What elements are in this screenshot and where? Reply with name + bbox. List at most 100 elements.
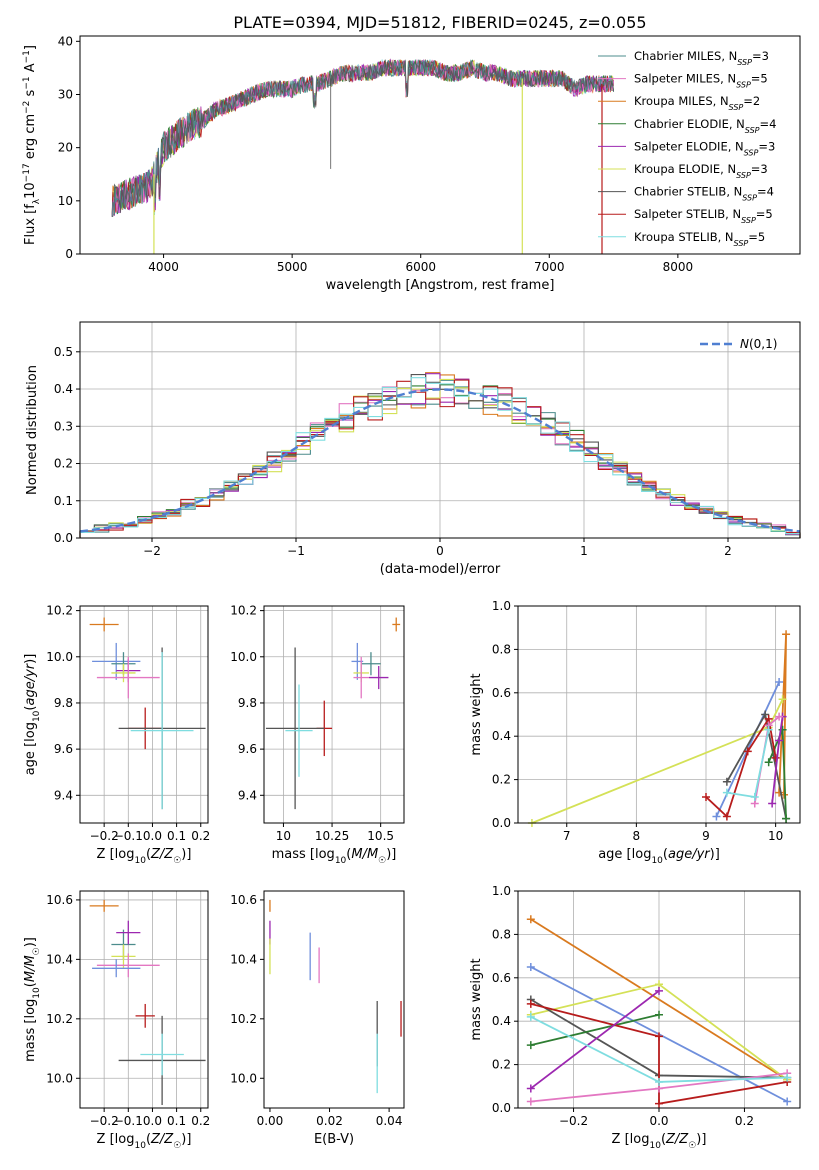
y-tick-label: 10.2 bbox=[46, 1012, 73, 1026]
weight-marker bbox=[771, 753, 780, 762]
x-tick-label: 0.2 bbox=[191, 829, 210, 843]
y-tick-label: 0.2 bbox=[492, 773, 511, 787]
y-tick-label: 0.0 bbox=[492, 1101, 511, 1115]
x-tick-label: 0.2 bbox=[735, 1114, 754, 1128]
x-tick-label: 0.00 bbox=[257, 1114, 284, 1128]
axes-frame bbox=[79, 35, 801, 255]
x-tick-label: 8 bbox=[633, 829, 641, 843]
data-point bbox=[369, 666, 389, 690]
legend-label: Chabrier MILES, NSSP=3 bbox=[634, 49, 769, 67]
legend-label: Chabrier ELODIE, NSSP=4 bbox=[634, 117, 776, 135]
y-tick-label: 10.0 bbox=[230, 1071, 257, 1085]
weight-lines bbox=[527, 630, 791, 827]
y-tick-label: 10.4 bbox=[230, 952, 257, 966]
axes-frame bbox=[517, 890, 801, 1109]
data-point bbox=[111, 663, 136, 683]
y-axis-label: Flux [fλ10−17 erg cm−2 s−1 A−1] bbox=[22, 45, 42, 245]
x-tick-label: −1 bbox=[287, 544, 305, 558]
errorbar-points bbox=[265, 617, 401, 810]
weight-marker bbox=[775, 736, 784, 745]
x-tick-label: 0.0 bbox=[649, 1114, 668, 1128]
data-point bbox=[92, 959, 141, 978]
y-tick-label: 0.1 bbox=[54, 494, 73, 508]
weight-marker bbox=[778, 695, 787, 704]
x-tick-label: 0.02 bbox=[316, 1114, 343, 1128]
legend-label: Kroupa STELIB, NSSP=5 bbox=[634, 230, 765, 248]
data-point bbox=[135, 1003, 155, 1028]
weight-marker bbox=[775, 677, 784, 686]
y-tick-label: 40 bbox=[58, 34, 73, 48]
x-tick-label: 0.1 bbox=[167, 1114, 186, 1128]
y-tick-label: 0.4 bbox=[492, 729, 511, 743]
panel-spectrum: 4000 5000 6000 7000 8000 0 10 20 30 40 wavelength … bbox=[22, 34, 801, 293]
panel-age_vs_Z: −0.2−0.1 0.0 0.1 0.2 9.4 9.6 9.8 10.0 10.2 Z [log… bbox=[23, 604, 210, 866]
weight-marker bbox=[768, 799, 777, 808]
x-tick-label: 5000 bbox=[277, 260, 308, 274]
data-point bbox=[285, 684, 313, 777]
panel-mass_vs_ebv: 0.00 0.02 0.04 10.0 10.2 10.4 10.6 E(B-V) bbox=[230, 890, 405, 1147]
y-tick-label: 9.4 bbox=[54, 788, 73, 802]
weight-marker bbox=[526, 1084, 535, 1093]
legend-label: Kroupa ELODIE, NSSP=3 bbox=[634, 162, 768, 180]
panel-residuals: −2 −1 0 1 2 0.0 0.1 0.2 0.3 0.4 0.5 (data-model)/er… bbox=[25, 321, 801, 577]
y-tick-label: 10.6 bbox=[230, 893, 257, 907]
spectrum-line bbox=[112, 59, 614, 217]
y-tick-label: 30 bbox=[58, 87, 73, 101]
weight-marker bbox=[783, 1097, 792, 1106]
data-point bbox=[392, 617, 401, 632]
weight-marker bbox=[712, 812, 721, 821]
data-point bbox=[96, 656, 160, 699]
x-tick-label: −0.2 bbox=[90, 1114, 119, 1128]
weight-line bbox=[530, 1002, 788, 1105]
weight-marker bbox=[702, 792, 710, 801]
y-tick-label: 0.2 bbox=[492, 1058, 511, 1072]
x-axis-label: age [log10(age/yr)] bbox=[598, 847, 720, 866]
y-tick-label: 10.2 bbox=[230, 1012, 257, 1026]
x-tick-label: 1 bbox=[580, 544, 588, 558]
x-tick-label: −0.1 bbox=[114, 1114, 143, 1128]
y-tick-label: 1.0 bbox=[492, 599, 511, 613]
data-point bbox=[92, 642, 141, 680]
legend-label: N(0,1) bbox=[740, 337, 777, 351]
x-tick-label: 7 bbox=[563, 829, 571, 843]
weight-marker bbox=[526, 1097, 535, 1106]
x-tick-label: 6000 bbox=[405, 260, 436, 274]
legend-label: Salpeter ELODIE, NSSP=3 bbox=[634, 139, 775, 157]
normal-curve bbox=[79, 388, 801, 533]
data-point bbox=[89, 899, 119, 912]
weight-marker bbox=[764, 758, 773, 767]
x-tick-label: −0.2 bbox=[559, 1114, 588, 1128]
y-tick-label: 10 bbox=[58, 194, 73, 208]
y-tick-label: 0.6 bbox=[492, 971, 511, 985]
weight-marker bbox=[743, 747, 752, 756]
panel-massweight_vs_age: 7 8 9 10 0.0 0.2 0.4 0.6 0.8 1.0 age [log10(age/yr… bbox=[469, 599, 801, 866]
weight-marker bbox=[761, 710, 770, 719]
weight-lines bbox=[526, 915, 792, 1108]
data-point bbox=[96, 953, 160, 978]
legend-label: Chabrier STELIB, NSSP=4 bbox=[634, 185, 774, 203]
x-axis-label: Z [log10(Z/Z☉)] bbox=[97, 1132, 192, 1151]
panel-mass_vs_Z: −0.2−0.1 0.0 0.1 0.2 10.0 10.2 10.4 10.6 Z [log1… bbox=[23, 890, 210, 1151]
x-tick-label: 0.04 bbox=[376, 1114, 403, 1128]
x-tick-label: 8000 bbox=[663, 260, 694, 274]
axes-frame bbox=[79, 890, 209, 1109]
weight-marker bbox=[526, 999, 535, 1008]
y-tick-label: 9.8 bbox=[54, 696, 73, 710]
y-tick-label: 9.6 bbox=[238, 742, 257, 756]
weight-line bbox=[530, 1013, 660, 1046]
axes-frame bbox=[263, 890, 405, 1109]
figure-title: PLATE=0394, MJD=51812, FIBERID=0245, z=0… bbox=[233, 13, 646, 32]
spectrum-lines bbox=[111, 58, 615, 254]
x-tick-label: 10 bbox=[768, 829, 783, 843]
weight-marker bbox=[783, 1073, 792, 1082]
x-tick-label: 4000 bbox=[148, 260, 179, 274]
x-tick-label: 0.1 bbox=[167, 829, 186, 843]
y-tick-label: 0.6 bbox=[492, 686, 511, 700]
legend-label: Salpeter MILES, NSSP=5 bbox=[634, 72, 768, 90]
x-tick-label: −0.2 bbox=[90, 829, 119, 843]
weight-marker bbox=[655, 1032, 663, 1041]
errorbar-points bbox=[89, 899, 206, 1106]
axes-frame bbox=[263, 605, 405, 824]
y-tick-label: 0.4 bbox=[54, 382, 73, 396]
